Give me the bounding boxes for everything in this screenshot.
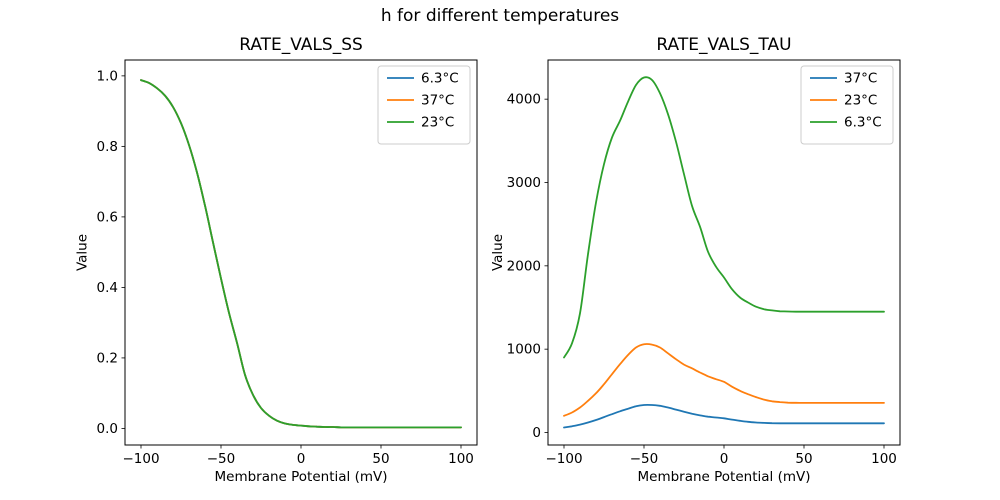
- x-tick-label: −50: [207, 451, 236, 467]
- y-axis-label: Value: [75, 234, 91, 271]
- x-axis-label: Membrane Potential (mV): [637, 469, 810, 485]
- subplot-title: RATE_VALS_TAU: [656, 35, 791, 55]
- x-tick-label: 50: [372, 451, 389, 467]
- x-tick-label: 0: [720, 451, 729, 467]
- legend-box: [377, 65, 471, 145]
- rate-vals-tau-curve-23°c: [563, 343, 885, 417]
- y-axis-label: Value: [490, 234, 506, 271]
- x-tick-label: 50: [795, 451, 812, 467]
- subplot-rate-vals-tau: RATE_VALS_TAU−100 −50 0 50 10001000200030004…: [490, 35, 901, 485]
- rate-vals-ss-curve-23°c: [140, 79, 462, 429]
- legend: 6.3°C 37°C 23°C: [377, 65, 471, 145]
- y-tick-label: 3000: [507, 175, 541, 191]
- legend: 37°C 23°C 6.3°C: [800, 65, 894, 145]
- figure-title: h for different temperatures: [380, 6, 620, 26]
- legend-label-6.3°c: 6.3°C: [421, 71, 459, 87]
- y-tick-label: 2000: [507, 258, 541, 274]
- rate-vals-tau-curve-6.3°c: [563, 76, 885, 359]
- x-tick-label: 0: [297, 451, 306, 467]
- y-tick-label: 1.0: [97, 68, 118, 84]
- legend-label-23°c: 23°C: [421, 115, 454, 131]
- legend-label-23°c: 23°C: [844, 93, 877, 109]
- y-tick-label: 0.0: [97, 421, 118, 437]
- y-tick-label: 1000: [507, 342, 541, 358]
- subplot-title: RATE_VALS_SS: [239, 35, 363, 55]
- legend-label-6.3°c: 6.3°C: [844, 115, 882, 131]
- x-tick-label: 100: [871, 451, 897, 467]
- legend-box: [800, 65, 894, 145]
- y-tick-label: 0.6: [97, 209, 118, 225]
- legend-label-37°c: 37°C: [421, 93, 454, 109]
- y-tick-label: 0: [532, 425, 541, 441]
- x-axis-label: Membrane Potential (mV): [214, 469, 387, 485]
- x-tick-label: −100: [122, 451, 159, 467]
- y-tick-label: 0.2: [97, 350, 118, 366]
- y-tick-label: 0.4: [97, 280, 118, 296]
- x-tick-label: −50: [630, 451, 659, 467]
- legend-label-37°c: 37°C: [844, 71, 877, 87]
- x-tick-label: −100: [545, 451, 582, 467]
- rate-vals-tau-curve-37°c: [563, 403, 885, 429]
- x-tick-label: 100: [448, 451, 474, 467]
- subplot-rate-vals-ss: RATE_VALS_SS −100 −50 0 50 100 0.0 0.2 0.4 0.6 0.8…: [75, 35, 478, 485]
- y-tick-label: 4000: [507, 92, 541, 108]
- y-tick-label: 0.8: [97, 139, 118, 155]
